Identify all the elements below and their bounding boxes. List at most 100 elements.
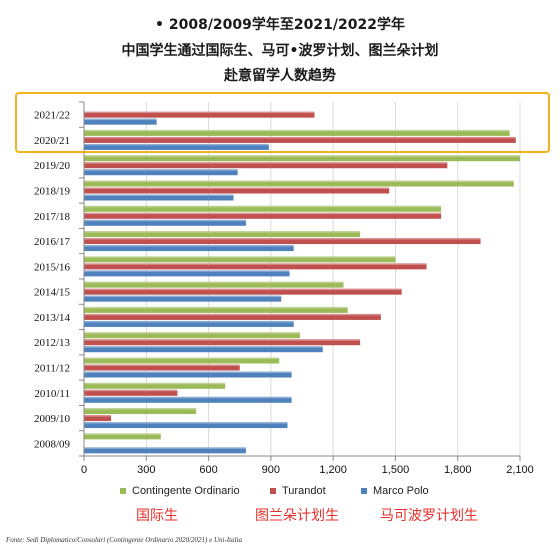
bar-1-8 — [84, 313, 381, 320]
x-tick-label: 1,800 — [444, 464, 472, 476]
x-tick-label: 2,100 — [506, 464, 534, 476]
bar-chart: 2021/22 2020/21 2019/20 2018/19 2017/18 2016/… — [34, 101, 534, 476]
bar-shine-2-5 — [84, 245, 294, 247]
bar-2-9 — [84, 346, 323, 353]
category-label: 2021/22 — [34, 110, 70, 122]
bar-2-1 — [84, 143, 269, 150]
legend-label-turandot: Turandot — [282, 485, 326, 497]
legend-label-marco: Marco Polo — [373, 485, 429, 497]
bar-shine-1-1 — [84, 136, 516, 139]
bar-shine-2-1 — [84, 143, 269, 146]
bar-shine-0-4 — [84, 205, 442, 208]
bar-shine-1-3 — [84, 187, 390, 189]
bar-shine-2-8 — [84, 320, 294, 323]
legend-item-marco: Marco Polo — [361, 485, 429, 497]
bar-1-7 — [84, 288, 402, 295]
bar-shine-1-10 — [84, 364, 240, 366]
category-label: 2017/18 — [34, 211, 71, 223]
bar-shine-1-2 — [84, 162, 448, 164]
bar-1-4 — [84, 212, 442, 219]
bar-shine-0-5 — [84, 231, 361, 233]
bar-0-1 — [84, 129, 510, 136]
bar-shine-1-9 — [84, 339, 361, 341]
bar-2-8 — [84, 320, 294, 327]
bar-shine-1-8 — [84, 313, 381, 316]
bar-2-10 — [84, 371, 292, 378]
legend-swatch-marco — [361, 488, 367, 494]
category-label: 2020/21 — [34, 135, 70, 147]
bar-shine-2-11 — [84, 396, 292, 399]
annotation-marco: 马可波罗计划生 — [380, 508, 478, 524]
bar-0-8 — [84, 306, 348, 313]
legend-swatch-turandot — [270, 488, 276, 494]
chart-title-line-3: 赴意留学人数趋势 — [224, 68, 336, 84]
bar-shine-2-6 — [84, 270, 290, 272]
bar-1-3 — [84, 187, 390, 194]
bar-shine-2-13 — [84, 447, 246, 449]
bar-shine-0-8 — [84, 306, 348, 309]
bar-shine-2-7 — [84, 295, 282, 298]
annotation-turandot: 图兰朵计划生 — [255, 508, 339, 524]
bar-shine-1-6 — [84, 263, 427, 265]
x-tick-label: 0 — [81, 464, 87, 476]
source-note: Fonte: Sedi Diplomatico/Consolari (Conti… — [6, 536, 242, 544]
bar-2-4 — [84, 219, 246, 226]
bar-0-2 — [84, 155, 520, 162]
bar-0-6 — [84, 256, 396, 263]
bar-2-3 — [84, 194, 234, 201]
category-label: 2009/10 — [34, 413, 71, 425]
bar-2-12 — [84, 422, 288, 429]
category-label: 2012/13 — [34, 337, 71, 349]
bar-0-13 — [84, 433, 161, 440]
category-label: 2014/15 — [34, 287, 71, 299]
legend-label-contingente: Contingente Ordinario — [132, 485, 240, 497]
bar-0-10 — [84, 357, 280, 364]
category-label: 2016/17 — [34, 236, 71, 248]
bar-0-5 — [84, 231, 361, 238]
bar-1-1 — [84, 136, 516, 143]
bar-shine-1-0 — [84, 111, 315, 114]
bar-shine-2-12 — [84, 422, 288, 424]
bar-shine-0-7 — [84, 281, 344, 284]
bar-0-3 — [84, 180, 514, 187]
bar-0-12 — [84, 408, 197, 415]
category-label: 2010/11 — [34, 388, 70, 400]
x-tick-label: 900 — [262, 464, 280, 476]
legend-item-turandot: Turandot — [270, 485, 326, 497]
category-label: 2018/19 — [34, 186, 71, 198]
x-tick-label: 600 — [199, 464, 217, 476]
bar-1-2 — [84, 162, 448, 169]
bar-2-5 — [84, 245, 294, 252]
bar-1-10 — [84, 364, 240, 371]
bar-0-4 — [84, 205, 442, 212]
category-label: 2019/20 — [34, 160, 71, 172]
bar-0-9 — [84, 332, 300, 339]
bar-1-12 — [84, 415, 111, 422]
x-tick-label: 1,500 — [382, 464, 410, 476]
bar-shine-0-10 — [84, 357, 280, 359]
category-label: 2011/12 — [34, 363, 70, 375]
x-tick-label: 300 — [137, 464, 155, 476]
category-label: 2008/09 — [34, 438, 71, 450]
bar-1-0 — [84, 111, 315, 118]
legend-swatch-contingente — [120, 488, 126, 494]
bar-shine-0-12 — [84, 408, 197, 410]
bar-shine-0-6 — [84, 256, 396, 258]
bar-2-6 — [84, 270, 290, 277]
bar-shine-0-9 — [84, 332, 300, 334]
bar-2-13 — [84, 447, 246, 454]
bar-shine-2-2 — [84, 169, 238, 171]
bar-shine-2-4 — [84, 219, 246, 222]
bar-shine-1-11 — [84, 389, 178, 392]
bar-1-6 — [84, 263, 427, 270]
bar-shine-2-0 — [84, 118, 157, 121]
bar-1-5 — [84, 238, 481, 245]
bar-1-11 — [84, 389, 178, 396]
category-label: 2013/14 — [34, 312, 71, 324]
annotation-contingente: 国际生 — [136, 508, 178, 524]
bar-2-2 — [84, 169, 238, 176]
bar-shine-2-10 — [84, 371, 292, 373]
bar-shine-0-11 — [84, 382, 226, 385]
category-label: 2015/16 — [34, 261, 71, 273]
bar-2-11 — [84, 396, 292, 403]
